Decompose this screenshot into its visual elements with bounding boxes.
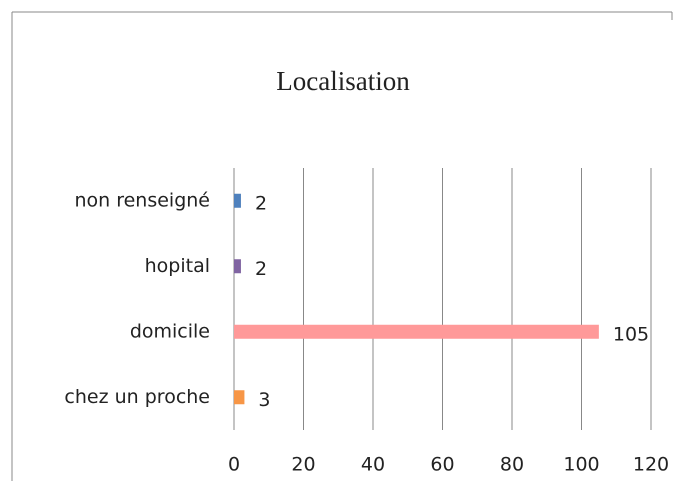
bar <box>234 193 241 208</box>
data-label: 2 <box>255 258 267 280</box>
x-tick-label: 40 <box>361 454 385 476</box>
bar <box>234 324 599 339</box>
x-tick-label: 20 <box>291 454 315 476</box>
x-tick-label: 100 <box>563 454 599 476</box>
data-label: 105 <box>613 323 649 345</box>
y-tick-label: domicile <box>130 320 210 342</box>
x-tick-label: 0 <box>228 454 240 476</box>
data-label: 3 <box>258 389 270 411</box>
y-tick-label: non renseigné <box>74 189 210 211</box>
x-tick-label: 80 <box>500 454 524 476</box>
x-tick-label: 120 <box>633 454 669 476</box>
bar <box>234 259 241 274</box>
data-label: 2 <box>255 192 267 214</box>
chart-title: Localisation <box>276 66 410 96</box>
bar <box>234 390 245 405</box>
y-tick-label: hopital <box>145 255 210 277</box>
x-tick-label: 60 <box>430 454 454 476</box>
y-tick-label: chez un proche <box>64 386 210 408</box>
